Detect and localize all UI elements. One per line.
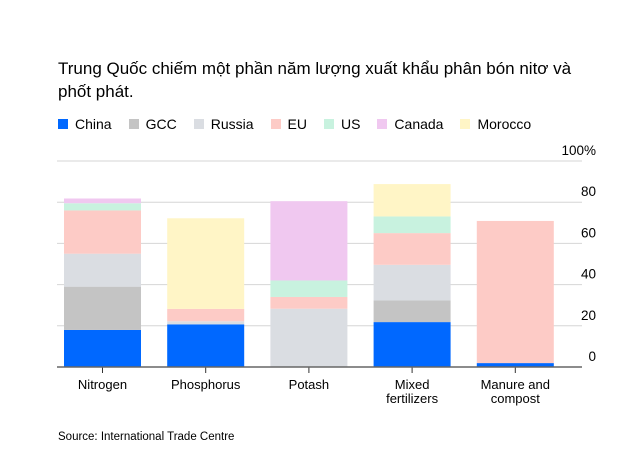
- legend-item: EU: [270, 116, 307, 132]
- bar-segment-russia: [373, 264, 451, 301]
- legend-swatch: [128, 119, 139, 129]
- legend-item: Russia: [193, 116, 254, 132]
- legend-swatch: [193, 119, 204, 129]
- legend-label: Canada: [394, 116, 444, 132]
- y-tick-label: 80: [581, 184, 596, 199]
- chart-title: Trung Quốc chiếm một phần năm lượng xuất…: [58, 59, 572, 101]
- bar-segment-china: [373, 322, 451, 367]
- bar-segment-eu: [64, 210, 141, 254]
- bar-segment-us: [373, 216, 451, 234]
- bar-segment-us: [270, 280, 348, 297]
- y-tick-label: 0: [588, 349, 596, 364]
- x-tick-label: Mixed: [395, 377, 430, 392]
- bar-segment-eu: [167, 308, 245, 322]
- source-note: Source: International Trade Centre: [58, 431, 235, 443]
- legend-label: Morocco: [477, 116, 532, 132]
- legend-swatch: [323, 119, 334, 129]
- bar-segment-china: [476, 363, 554, 367]
- bar-segment-eu: [373, 233, 451, 265]
- legend-label: GCC: [145, 116, 177, 132]
- bar-segment-china: [167, 324, 245, 367]
- bar-segment-russia: [270, 308, 348, 367]
- bar-segment-russia: [167, 321, 245, 325]
- y-tick-label: 100%: [561, 143, 596, 158]
- bar-segment-russia: [64, 253, 141, 287]
- y-tick-label: 40: [581, 267, 596, 282]
- legend-label: China: [75, 116, 112, 132]
- bar-segment-eu: [476, 220, 554, 364]
- x-tick-label: Nitrogen: [78, 377, 127, 392]
- bar-segment-gcc: [64, 286, 141, 330]
- legend-label: US: [340, 116, 361, 132]
- bar-segment-us: [64, 203, 141, 211]
- legend-label: EU: [287, 116, 307, 132]
- x-tick-label: Phosphorus: [171, 377, 241, 392]
- bar-segment-china: [64, 329, 141, 367]
- legend-label: Russia: [210, 116, 254, 132]
- legend-item: Morocco: [460, 116, 531, 132]
- legend-item: US: [323, 116, 361, 132]
- bar-segment-canada: [270, 201, 348, 281]
- bar-segment-gcc: [373, 300, 451, 323]
- legend-swatch: [460, 119, 471, 129]
- y-tick-label: 60: [581, 225, 596, 240]
- legend-item: GCC: [128, 116, 177, 132]
- x-tick-label: Potash: [289, 377, 329, 392]
- legend-swatch: [377, 119, 388, 129]
- legend: China GCC Russia EU US Canada Morocco: [58, 116, 548, 132]
- legend-item: China: [58, 116, 112, 132]
- legend-swatch: [270, 119, 281, 129]
- bar-segment-morocco: [167, 218, 245, 309]
- y-tick-label: 20: [581, 308, 596, 323]
- x-tick-label: compost: [491, 391, 541, 406]
- bar-segment-eu: [270, 296, 348, 309]
- legend-swatch: [58, 119, 68, 129]
- bar-segment-canada: [64, 198, 141, 204]
- legend-item: Canada: [377, 116, 443, 132]
- x-tick-label: fertilizers: [386, 391, 439, 406]
- bar-segment-morocco: [373, 184, 451, 217]
- x-tick-label: Manure and: [481, 377, 550, 392]
